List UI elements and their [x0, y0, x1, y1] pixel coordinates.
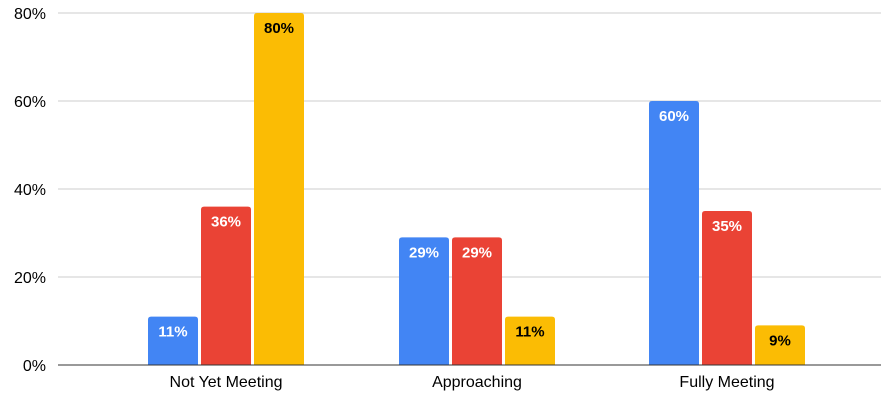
- y-tick-label: 60%: [14, 94, 46, 111]
- bar: [148, 316, 198, 365]
- y-tick-label: 20%: [14, 270, 46, 287]
- data-label: 35%: [712, 218, 742, 235]
- bar: [755, 325, 805, 365]
- data-label: 29%: [462, 244, 492, 261]
- bar: [399, 237, 449, 365]
- data-label: 29%: [409, 244, 439, 261]
- data-label: 60%: [659, 108, 689, 125]
- data-label: 36%: [211, 214, 241, 231]
- y-tick-label: 40%: [14, 182, 46, 199]
- y-tick-label: 0%: [23, 358, 46, 375]
- data-label: 80%: [264, 20, 294, 37]
- data-label: 11%: [158, 324, 187, 341]
- x-tick-label: Not Yet Meeting: [170, 374, 283, 391]
- x-tick-label: Approaching: [432, 374, 522, 391]
- bar: [201, 206, 251, 365]
- x-tick-label: Fully Meeting: [679, 374, 774, 391]
- bar: [702, 211, 752, 365]
- y-tick-label: 80%: [14, 6, 46, 23]
- y-axis-ticks: 0% 20% 40% 60% 80%: [14, 6, 46, 375]
- bars: [148, 13, 805, 365]
- bar: [505, 316, 555, 365]
- data-label: 11%: [515, 324, 544, 341]
- x-axis-labels: Not Yet Meeting Approaching Fully Meeting: [170, 374, 775, 391]
- bar: [452, 237, 502, 365]
- data-label: 9%: [769, 332, 791, 349]
- bar: [254, 13, 304, 365]
- data-labels: 11% 36% 80% 29% 29% 11% 60% 35% 9%: [158, 20, 790, 349]
- bar: [649, 101, 699, 365]
